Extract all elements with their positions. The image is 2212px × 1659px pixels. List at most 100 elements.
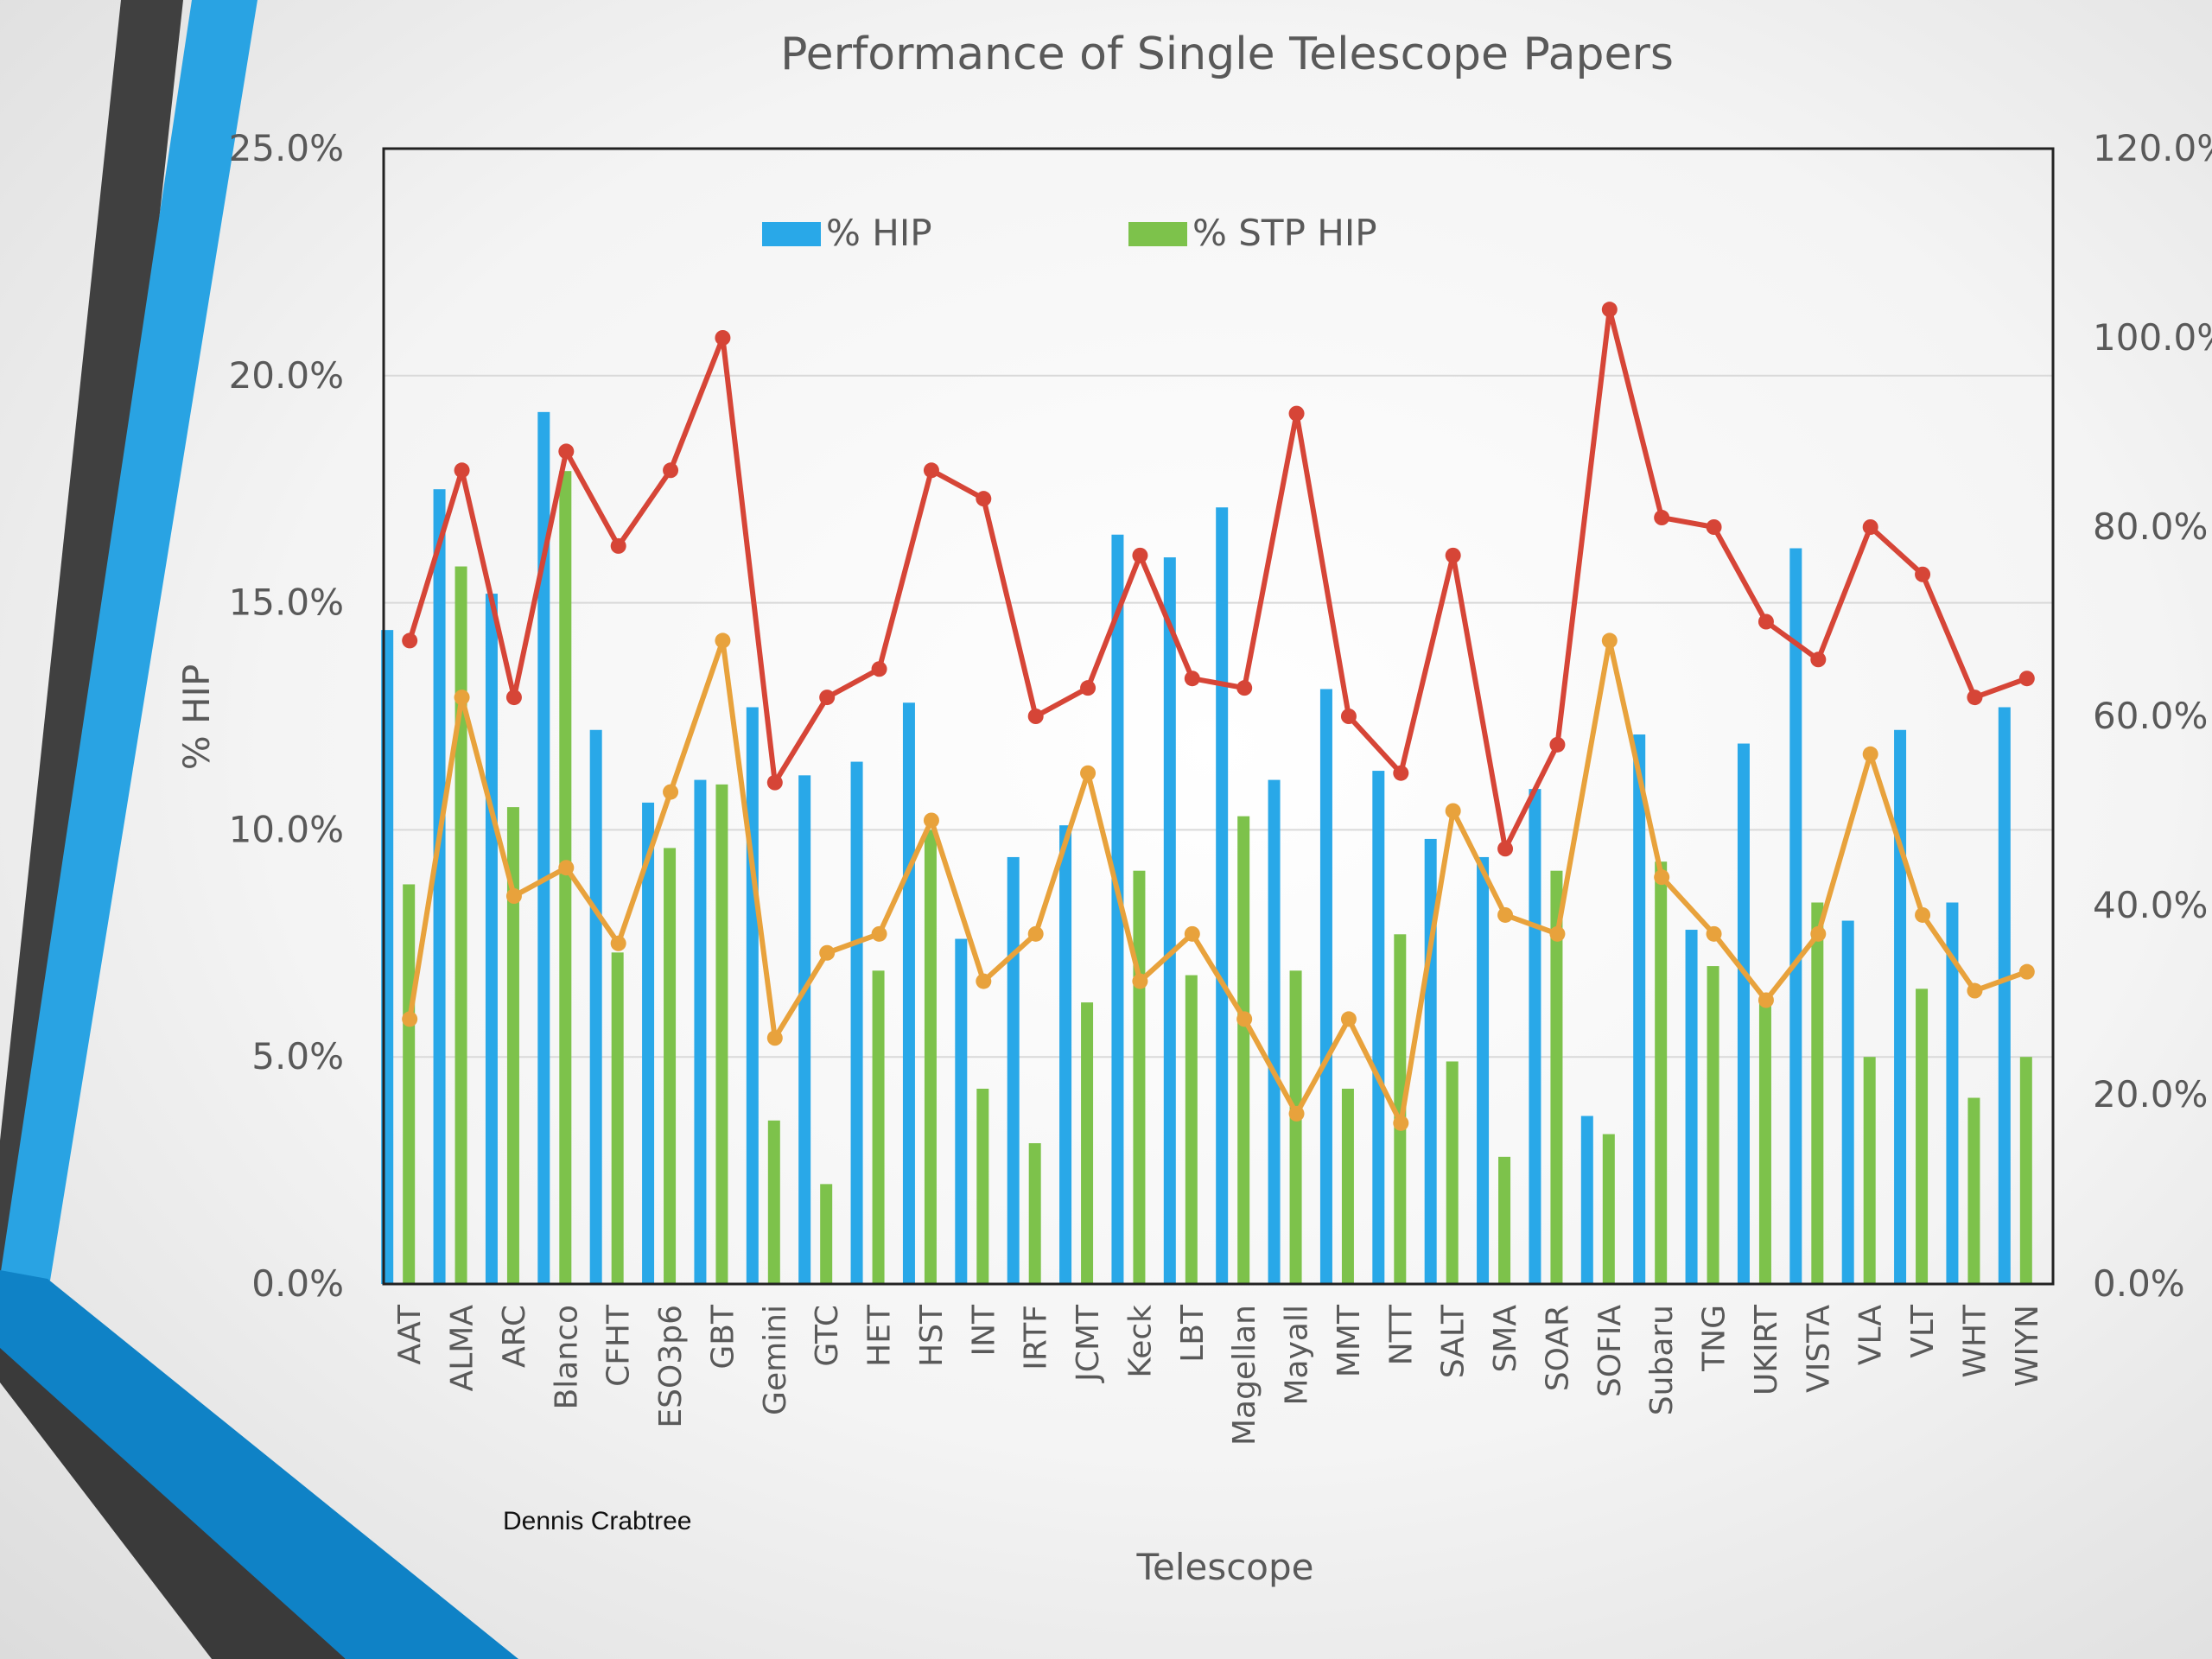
red-line-point-cfht (610, 537, 626, 554)
bar-hip-jcmt (1059, 825, 1072, 1284)
bar-stp-hip-salt (1446, 1061, 1459, 1284)
x-tick-label-mmt: MMT (1332, 1304, 1367, 1377)
bar-stp-hip-ntt (1394, 934, 1407, 1284)
orange-line-point-wht (1967, 982, 1983, 999)
red-line-point-irtf (1027, 709, 1044, 724)
x-tick-label-gbt: GBT (705, 1304, 741, 1370)
bar-hip-irtf (1007, 856, 1020, 1284)
x-tick-label-gtc: GTC (810, 1305, 845, 1367)
legend: % HIP % STP HIP (762, 212, 1377, 254)
red-line-point-eso3p6 (663, 462, 679, 479)
bar-hip-sofia (1580, 1116, 1593, 1284)
y-axis-label: % HIP (175, 664, 218, 771)
orange-line-point-keck (1132, 973, 1148, 989)
bar-hip-vlt (1894, 729, 1907, 1284)
bar-hip-wht (1946, 902, 1959, 1284)
bar-stp-hip-ukirt (1758, 1002, 1771, 1284)
orange-line-point-alma (454, 690, 470, 706)
x-tick-label-arc: ARC (497, 1305, 532, 1368)
x-tick-label-hst: HST (914, 1304, 950, 1367)
red-line-point-magellan (1236, 680, 1253, 696)
x-tick-label-salt: SALT (1436, 1304, 1471, 1378)
bar-stp-hip-keck (1133, 870, 1146, 1284)
y2-tick-label: 40.0% (2093, 884, 2208, 926)
x-tick-label-magellan: Magellan (1227, 1305, 1262, 1446)
red-line-point-soar (1549, 736, 1566, 753)
legend-swatch-stp-hip (1128, 222, 1187, 246)
bar-hip-wiyn (1998, 707, 2011, 1284)
orange-line-point-int (976, 973, 992, 989)
left-y-axis: 0.0% 5.0% 10.0% 15.0% 20.0% 25.0% (229, 127, 344, 1305)
x-axis: AAT ALMA ARC Blanco CFHT ESO3p6 GBT Gemini GTC HE… (392, 1304, 2045, 1446)
bar-stp-hip-eso3p6 (664, 848, 677, 1284)
bar-stp-hip-jcmt (1081, 1002, 1094, 1284)
bar-stp-hip-hst (924, 830, 937, 1284)
red-line-point-vlt (1915, 566, 1931, 582)
orange-line-point-blanco (558, 860, 575, 876)
right-y-axis: 0.0% 20.0% 40.0% 60.0% 80.0% 100.0% 120.0% (2093, 127, 2212, 1305)
orange-line-point-soar (1549, 925, 1566, 942)
y-tick-label: 20.0% (229, 354, 344, 397)
bar-hip-tng (1685, 930, 1698, 1284)
x-tick-label-vista: VISTA (1801, 1305, 1836, 1393)
orange-line-point-vista (1810, 925, 1827, 942)
orange-line-point-gbt (715, 632, 731, 649)
bar-stp-hip-subaru (1655, 861, 1668, 1284)
lines (402, 302, 2035, 1131)
bar-hip-het (850, 761, 863, 1284)
orange-line-point-hst (923, 812, 939, 829)
y-tick-label: 15.0% (229, 582, 344, 624)
orange-line-point-jcmt (1080, 765, 1096, 781)
x-tick-label-aat: AAT (392, 1304, 428, 1364)
bar-hip-mmt (1319, 689, 1332, 1284)
bar-hip-lbt (1163, 557, 1176, 1284)
bar-stp-hip-wht (1967, 1097, 1980, 1284)
bar-stp-hip-vla (1863, 1057, 1876, 1284)
x-tick-label-alma: ALMA (445, 1305, 480, 1392)
bar-stp-hip-vista (1811, 902, 1824, 1284)
blue-diagonal-stripe (0, 0, 257, 1281)
x-tick-label-int: INT (966, 1304, 1001, 1357)
orange-line-point-ntt (1393, 1115, 1409, 1131)
orange-line-point-mayall (1288, 1105, 1305, 1122)
x-tick-label-subaru: Subaru (1644, 1305, 1680, 1415)
x-tick-label-ntt: NTT (1383, 1304, 1419, 1365)
bar-hip-gtc (798, 775, 811, 1284)
orange-line-series (407, 638, 2028, 1126)
bar-stp-hip-cfht (611, 952, 624, 1284)
x-axis-label: Telescope (1135, 1546, 1313, 1588)
orange-line-point-mmt (1340, 1011, 1357, 1027)
orange-line-point-vlt (1915, 906, 1931, 923)
red-line-point-gbt (715, 330, 731, 346)
bar-stp-hip-gemini (767, 1120, 780, 1284)
orange-line-point-sma (1497, 906, 1514, 923)
bar-stp-hip-magellan (1237, 816, 1250, 1284)
red-line-point-mmt (1340, 709, 1357, 724)
y2-tick-label: 80.0% (2093, 505, 2208, 548)
bar-hip-vla (1841, 920, 1854, 1284)
bar-hip-keck (1111, 534, 1124, 1284)
red-line-point-mayall (1288, 405, 1305, 422)
orange-line-point-gtc (819, 944, 836, 961)
bar-stp-hip-irtf (1028, 1143, 1041, 1284)
red-line-point-ntt (1393, 765, 1409, 781)
bar-stp-hip-tng (1707, 966, 1719, 1284)
red-line-point-jcmt (1080, 680, 1096, 696)
x-tick-label-lbt: LBT (1175, 1304, 1211, 1363)
blue-corner-band (0, 1270, 518, 1659)
x-tick-label-mayall: Mayall (1280, 1305, 1315, 1406)
orange-line-point-aat (402, 1011, 418, 1027)
x-tick-label-vla: VLA (1853, 1305, 1889, 1366)
red-line-point-vla (1862, 519, 1878, 535)
bar-hip-blanco (537, 411, 550, 1284)
bar-stp-hip-vlt (1916, 988, 1929, 1284)
red-line-point-sma (1497, 841, 1514, 857)
x-tick-label-het: HET (862, 1304, 898, 1367)
orange-line-point-het (871, 925, 887, 942)
y2-tick-label: 0.0% (2093, 1262, 2185, 1305)
red-line-point-arc (505, 690, 522, 706)
plot-area-border (382, 147, 2055, 1286)
y-tick-label: 0.0% (251, 1262, 344, 1305)
